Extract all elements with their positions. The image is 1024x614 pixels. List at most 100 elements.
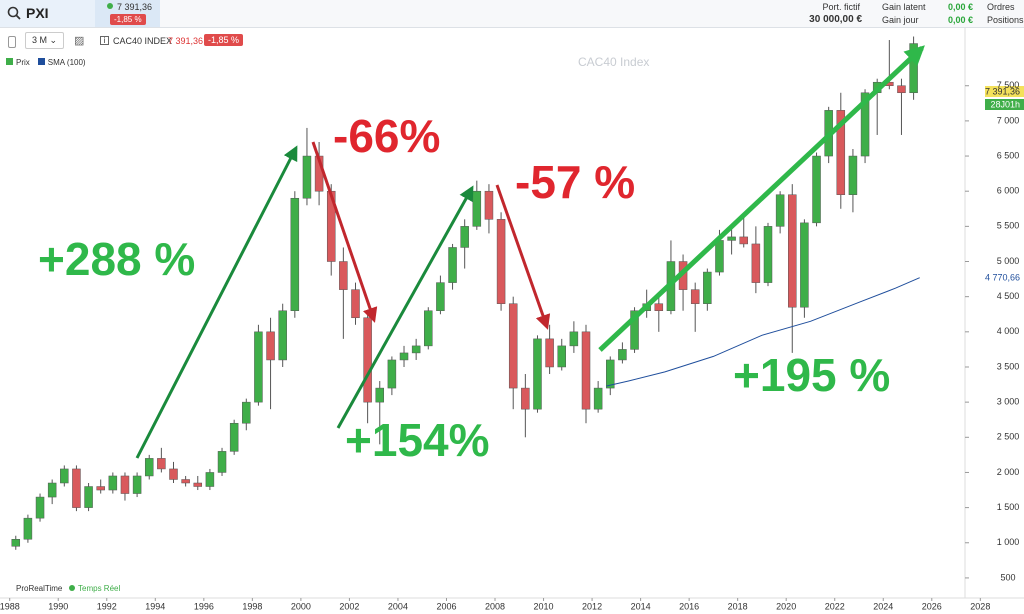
arrow (598, 45, 925, 352)
x-tick-label: 2018 (728, 601, 748, 611)
y-tick-label: 3 000 (997, 397, 1020, 407)
menu-icon[interactable] (8, 36, 16, 48)
y-tick-label: 4 500 (997, 291, 1020, 301)
candle-body (533, 338, 542, 410)
x-tick-label: 2016 (679, 601, 699, 611)
candle-body (618, 349, 627, 361)
period: 3 M (32, 35, 48, 45)
x-tick-label: 2026 (922, 601, 942, 611)
x-tick-label: 1996 (194, 601, 214, 611)
status: Temps Réel (78, 584, 120, 593)
toolbar-price: 7 391,36 (168, 36, 204, 46)
legend-entry[interactable]: Prix (6, 58, 30, 67)
candle-body (387, 359, 397, 389)
period-select[interactable]: 3 M ⌄ (25, 32, 65, 49)
arrow (336, 185, 474, 429)
candle-body (60, 468, 69, 484)
toolbar-change: -1,85 % (204, 34, 244, 46)
candle-body (569, 331, 579, 347)
candle-body (848, 155, 858, 195)
portfolio-label: Port. fictif (822, 2, 860, 12)
y-tick-label: 6 000 (997, 186, 1020, 196)
header-change: -1,85 % (110, 14, 146, 25)
candle-body (399, 352, 409, 361)
x-tick-label: 2022 (825, 601, 845, 611)
gain-jour: 0,00 € (947, 15, 973, 25)
candle-body (593, 387, 603, 410)
candle-body (120, 475, 130, 494)
time-tag: 28J01h (990, 99, 1020, 109)
sma-tag: 4 770,66 (985, 272, 1020, 282)
gain-jour-label: Gain jour (882, 15, 919, 25)
x-tick-label: 2010 (534, 601, 554, 611)
candle-body (727, 236, 736, 241)
y-tick-label: 5 000 (997, 256, 1020, 266)
annotation: -66% (333, 110, 440, 162)
candle-body (229, 422, 239, 452)
candle-body (242, 401, 251, 424)
candle-body (436, 282, 445, 311)
info-icon[interactable]: i (100, 36, 109, 45)
candle-body (339, 261, 348, 290)
candle-body (448, 247, 457, 283)
legend-label: SMA (100) (47, 58, 86, 67)
candle-body (690, 289, 700, 304)
gain-latent: 0,00 € (947, 2, 973, 12)
search-box[interactable]: PXI (0, 0, 95, 27)
y-tick-label: 1 500 (997, 502, 1020, 512)
candle-body (557, 345, 566, 368)
candle-body (302, 155, 312, 199)
price-tag: 7 391,36 (985, 86, 1020, 96)
x-tick-label: 2012 (582, 601, 602, 611)
brand: ProRealTime (16, 584, 63, 593)
candle-body (545, 338, 554, 368)
sma-line (606, 277, 920, 387)
legend-swatch (6, 58, 13, 65)
candle-body (254, 331, 263, 403)
candle-body (860, 92, 870, 157)
x-tick-label: 2024 (873, 601, 893, 611)
x-tick-label: 2000 (291, 601, 311, 611)
x-tick-label: 2002 (339, 601, 359, 611)
candle-body (144, 458, 154, 477)
candle-body (181, 479, 190, 484)
candle-body (375, 387, 385, 403)
legend-label: Prix (16, 58, 30, 67)
x-tick-label: 1994 (145, 601, 165, 611)
x-tick-label: 1998 (242, 601, 262, 611)
annotation: +154% (345, 414, 490, 466)
x-tick-label: 1988 (0, 601, 20, 611)
orders[interactable]: Ordres (987, 2, 1015, 12)
candle-body (47, 482, 57, 498)
candle-body (496, 219, 506, 304)
candle-body (290, 197, 300, 311)
watermark: CAC40 Index (578, 55, 649, 69)
candle-body (266, 331, 275, 361)
candle-body (96, 486, 105, 491)
candle-body (424, 310, 433, 347)
candle-body (654, 303, 664, 311)
y-axis-area (965, 28, 1024, 614)
x-tick-label: 2008 (485, 601, 505, 611)
legend-entry[interactable]: SMA (100) (37, 58, 86, 67)
top-bar: PXI 7 391,36 -1,85 % Port. fictif 30 000… (0, 0, 1024, 28)
y-tick-label: 7 000 (997, 115, 1020, 125)
candle-body (715, 240, 724, 273)
candle-body (800, 222, 809, 308)
annotation: +195 % (733, 349, 890, 401)
annotations: +288 % -66% +154% -57 % +195 % (38, 110, 890, 466)
candle-body (606, 359, 615, 389)
y-tick-label: 7 500 (997, 80, 1020, 90)
y-tick-label: 1 000 (997, 537, 1020, 547)
candle-body (836, 110, 846, 195)
y-tick-label: 4 000 (997, 326, 1020, 336)
candle-body (630, 310, 639, 350)
candle-body (751, 243, 761, 283)
positions[interactable]: Positions (987, 15, 1024, 25)
y-tick-label: 2 000 (997, 467, 1020, 477)
candle-body (35, 496, 45, 519)
chart-type-icon[interactable]: ▨ (74, 35, 85, 47)
legend-swatch (37, 58, 45, 65)
symbol: PXI (26, 5, 49, 21)
